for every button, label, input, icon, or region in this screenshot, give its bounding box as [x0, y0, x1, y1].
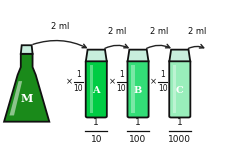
FancyBboxPatch shape — [127, 60, 148, 117]
Polygon shape — [85, 50, 106, 61]
FancyBboxPatch shape — [169, 60, 189, 117]
Text: 10: 10 — [90, 135, 102, 144]
Text: 1: 1 — [76, 70, 80, 79]
Polygon shape — [172, 65, 176, 113]
Text: A: A — [92, 86, 100, 95]
Text: 1: 1 — [135, 118, 140, 127]
FancyArrowPatch shape — [104, 44, 128, 48]
Text: 10: 10 — [116, 84, 126, 93]
FancyArrowPatch shape — [33, 41, 86, 48]
Text: 1000: 1000 — [167, 135, 191, 144]
Text: 1: 1 — [160, 70, 164, 79]
Text: C: C — [175, 86, 183, 95]
Polygon shape — [89, 65, 92, 113]
FancyArrowPatch shape — [188, 44, 203, 48]
Text: 2 ml: 2 ml — [51, 22, 69, 31]
Text: 2 ml: 2 ml — [149, 27, 167, 36]
Text: 100: 100 — [129, 135, 146, 144]
Text: $\times$: $\times$ — [149, 77, 157, 87]
Polygon shape — [169, 50, 189, 61]
Text: 1: 1 — [119, 70, 123, 79]
Text: 2 ml: 2 ml — [187, 27, 205, 36]
Text: B: B — [133, 86, 142, 95]
Text: 2 ml: 2 ml — [107, 27, 126, 36]
Polygon shape — [131, 65, 134, 113]
FancyArrowPatch shape — [146, 44, 169, 48]
Text: $\times$: $\times$ — [65, 77, 73, 87]
Polygon shape — [4, 54, 49, 122]
Polygon shape — [127, 50, 148, 61]
Polygon shape — [21, 45, 32, 54]
Text: 10: 10 — [157, 84, 167, 93]
Text: M: M — [20, 93, 33, 104]
Text: 1: 1 — [176, 118, 182, 127]
Text: $\times$: $\times$ — [108, 77, 116, 87]
FancyBboxPatch shape — [85, 60, 106, 117]
Text: 10: 10 — [73, 84, 83, 93]
Polygon shape — [9, 81, 22, 115]
Text: 1: 1 — [93, 118, 99, 127]
